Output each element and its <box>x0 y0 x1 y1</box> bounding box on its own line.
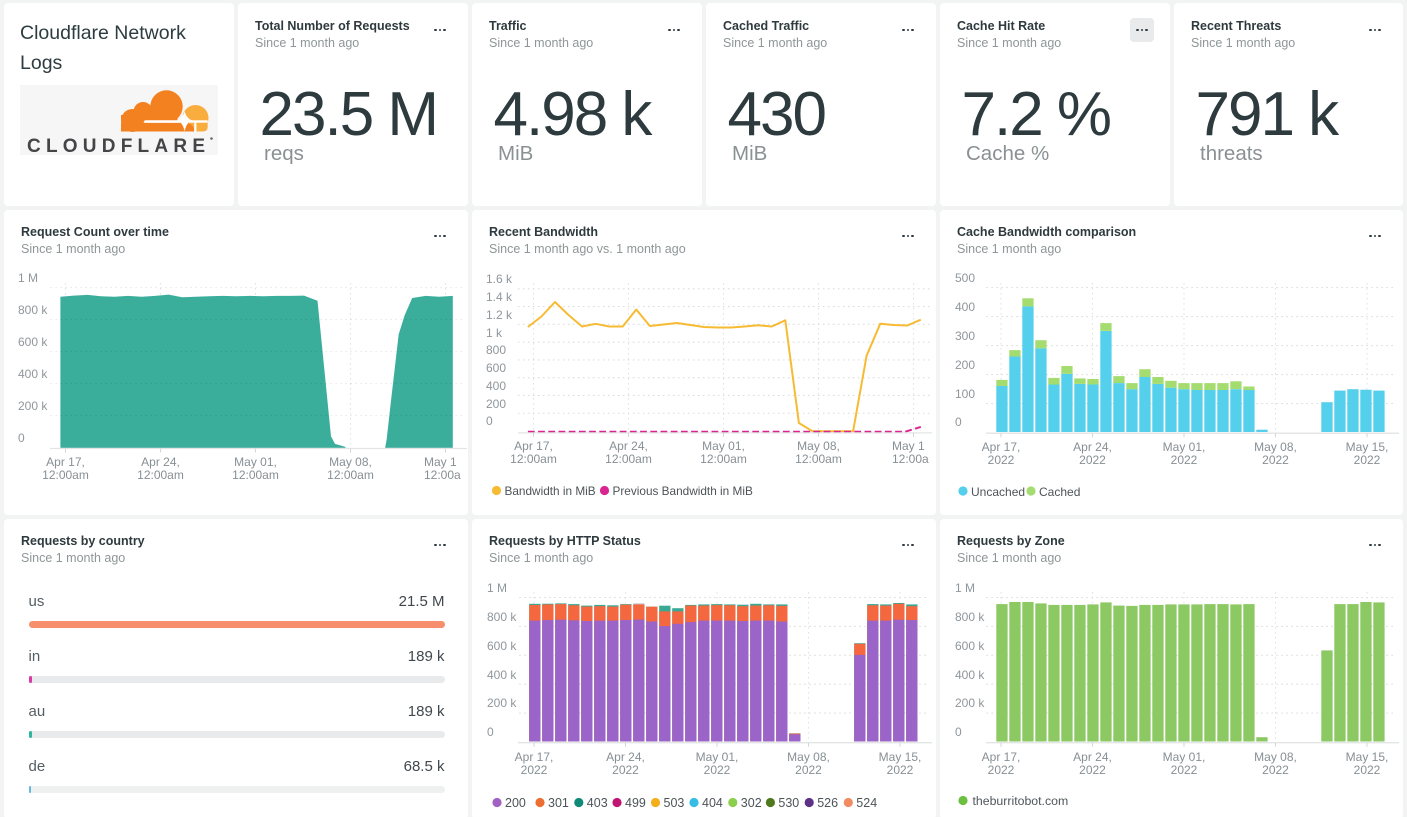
svg-text:CLOUDFLARE: CLOUDFLARE <box>27 136 209 155</box>
